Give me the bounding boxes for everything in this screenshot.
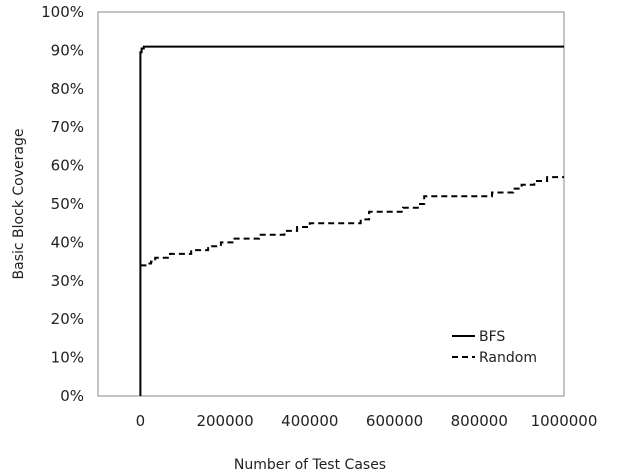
- x-axis-ticks: 0 200000 400000 600000 800000 1000000: [136, 412, 598, 430]
- y-tick-label: 40%: [51, 233, 84, 251]
- y-axis-title: Basic Block Coverage: [11, 129, 27, 280]
- x-tick-label: 0: [136, 412, 146, 430]
- y-tick-label: 10%: [51, 349, 84, 367]
- x-tick-label: 1000000: [531, 412, 598, 430]
- y-tick-label: 90%: [51, 41, 84, 59]
- legend-label-random: Random: [479, 350, 537, 366]
- x-tick-label: 400000: [281, 412, 338, 430]
- legend: BFS Random: [452, 329, 537, 366]
- x-tick-label: 200000: [196, 412, 253, 430]
- y-tick-label: 30%: [51, 272, 84, 290]
- series-layer: [139, 45, 564, 396]
- y-axis-ticks: 0% 10% 20% 30% 40% 50% 60% 70% 80% 90% 100%: [41, 3, 84, 405]
- y-tick-label: 80%: [51, 80, 84, 98]
- y-tick-label: 100%: [41, 3, 84, 21]
- x-tick-label: 800000: [451, 412, 508, 430]
- y-tick-label: 20%: [51, 310, 84, 328]
- y-tick-label: 50%: [51, 195, 84, 213]
- x-tick-label: 600000: [366, 412, 423, 430]
- series-line-random: [140, 176, 564, 267]
- x-axis-title: Number of Test Cases: [234, 457, 386, 473]
- y-tick-label: 70%: [51, 118, 84, 136]
- y-tick-label: 0%: [60, 387, 84, 405]
- plot-area: [97, 11, 565, 397]
- y-tick-label: 60%: [51, 157, 84, 175]
- legend-label-bfs: BFS: [479, 329, 505, 345]
- series-line-bfs: [139, 45, 564, 396]
